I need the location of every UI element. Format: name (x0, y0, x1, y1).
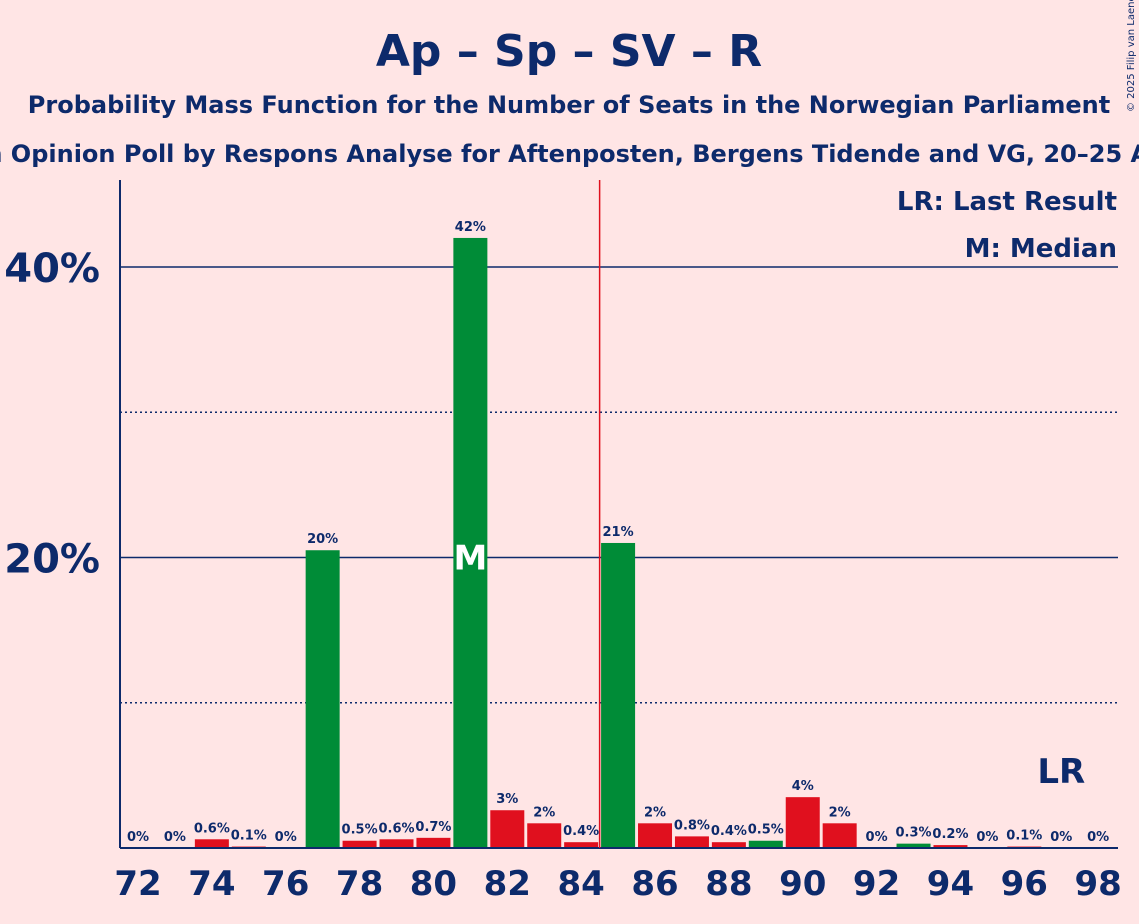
bar-label: 2% (533, 805, 555, 820)
bar-label: 0% (164, 830, 186, 845)
bar-seat-78 (342, 840, 377, 848)
median-marker: M (453, 539, 487, 579)
bar-label: 0% (127, 830, 149, 845)
bar-label: 0% (976, 830, 998, 845)
markers-group: M LR (453, 180, 1085, 848)
bar-seat-91 (822, 823, 857, 848)
bar-seat-88 (711, 842, 746, 848)
chart-subtitle: Probability Mass Function for the Number… (28, 91, 1110, 119)
bar-seat-87 (674, 836, 709, 848)
bar-label: 0.1% (1006, 829, 1042, 844)
bar-label: 42% (455, 220, 486, 235)
x-tick-label: 88 (705, 864, 752, 904)
bar-seat-80 (416, 837, 451, 848)
bar-label: 0.1% (231, 829, 267, 844)
x-tick-label: 72 (114, 864, 161, 904)
bar-seat-83 (527, 823, 562, 848)
bar-seat-82 (490, 810, 525, 848)
x-tick-label: 78 (336, 864, 383, 904)
bar-seat-90 (785, 797, 820, 848)
bar-label: 0.5% (748, 823, 784, 838)
x-tick-label: 92 (853, 864, 900, 904)
bar-label: 0.6% (378, 821, 414, 836)
legend-median: M: Median (965, 234, 1117, 264)
chart-subtitle-poll: Based on an Opinion Poll by Respons Anal… (0, 140, 1139, 168)
bar-seat-74 (194, 839, 229, 848)
bar-label: 0.2% (932, 827, 968, 842)
bar-label: 0% (866, 830, 888, 845)
bar-seat-81 (453, 237, 488, 848)
bar-label: 0.3% (895, 826, 931, 841)
bar-label: 0% (1087, 830, 1109, 845)
bar-label: 0% (1050, 830, 1072, 845)
bar-seat-89 (748, 840, 783, 848)
bar-label: 2% (829, 805, 851, 820)
bar-seat-94 (933, 845, 968, 848)
x-axis: 72 74 76 78 80 82 84 86 88 90 92 94 96 98 (114, 847, 1122, 904)
bar-label: 0% (275, 830, 297, 845)
bar-label: 20% (307, 532, 338, 547)
chart-title: Ap – Sp – SV – R (376, 26, 762, 77)
x-tick-label: 94 (927, 864, 974, 904)
bar-seat-85 (601, 542, 636, 848)
bar-label: 0.4% (563, 824, 599, 839)
copyright-text: © 2025 Filip van Laenen (1126, 0, 1137, 112)
bar-label: 4% (792, 779, 814, 794)
x-tick-label: 82 (484, 864, 531, 904)
bar-label: 0.6% (194, 821, 230, 836)
last-result-marker: LR (1037, 752, 1085, 792)
bar-seat-79 (379, 839, 414, 848)
bar-seat-84 (564, 842, 599, 848)
bar-labels-group: 0% 0%0.6% 0.1% 0%20%0.5% 0.6% 0.7%42%3%2%0.4%… (127, 220, 1109, 845)
legend-last-result: LR: Last Result (897, 187, 1117, 217)
bar-label: 0.7% (415, 820, 451, 835)
bar-label: 2% (644, 805, 666, 820)
y-tick-label: 20% (4, 537, 100, 583)
y-tick-label: 40% (4, 246, 100, 292)
x-tick-label: 84 (557, 864, 604, 904)
bar-seat-86 (638, 823, 673, 848)
bar-label: 0.4% (711, 824, 747, 839)
bar-label: 3% (496, 792, 518, 807)
bar-label: 0.8% (674, 818, 710, 833)
x-tick-label: 90 (779, 864, 826, 904)
x-tick-label: 86 (631, 864, 678, 904)
x-tick-label: 96 (1001, 864, 1048, 904)
bar-label: 0.5% (342, 823, 378, 838)
x-tick-label: 80 (410, 864, 457, 904)
x-tick-label: 98 (1075, 864, 1122, 904)
y-axis: 20% 40% (4, 180, 121, 848)
x-tick-label: 76 (262, 864, 309, 904)
bars-group (194, 237, 1042, 848)
bar-label: 21% (603, 525, 634, 540)
bar-seat-93 (896, 843, 931, 848)
x-tick-label: 74 (188, 864, 235, 904)
bar-seat-77 (305, 550, 340, 848)
